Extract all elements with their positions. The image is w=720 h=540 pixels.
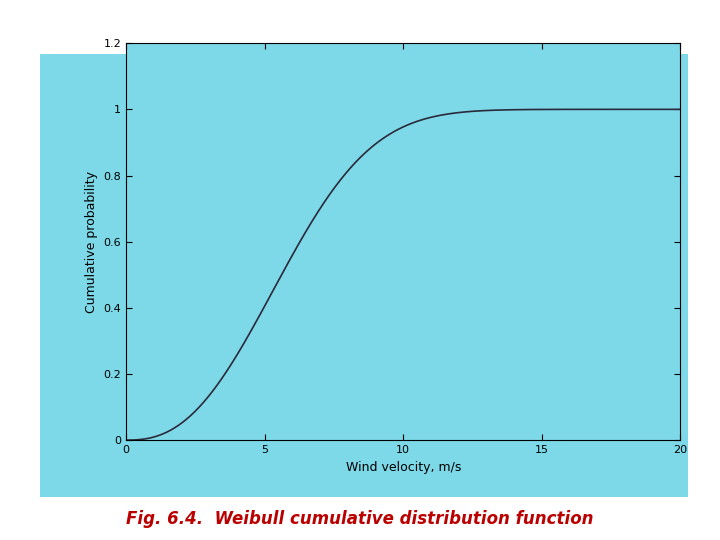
Y-axis label: Cumulative probability: Cumulative probability [85,171,98,313]
X-axis label: Wind velocity, m/s: Wind velocity, m/s [346,461,461,474]
Text: Fig. 6.4.  Weibull cumulative distribution function: Fig. 6.4. Weibull cumulative distributio… [126,510,594,529]
